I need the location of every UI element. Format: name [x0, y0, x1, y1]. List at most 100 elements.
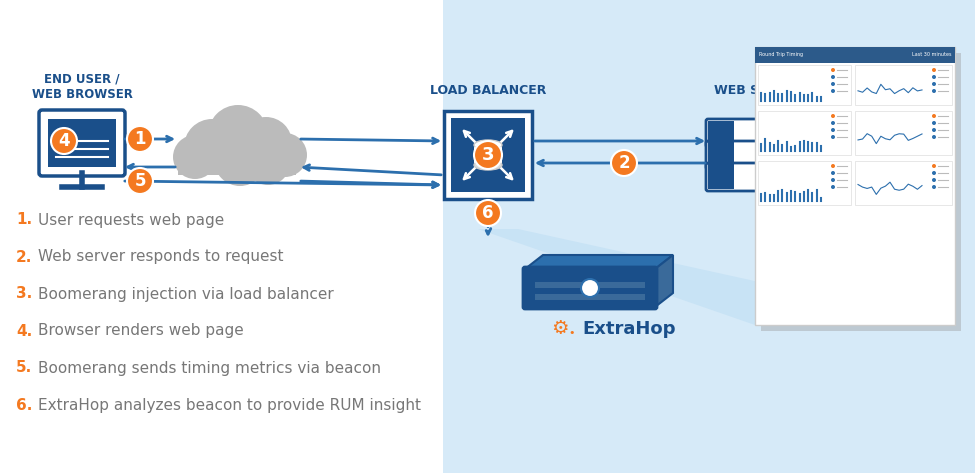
Circle shape	[831, 135, 835, 139]
Text: 6.: 6.	[16, 397, 32, 412]
Text: 5: 5	[135, 172, 145, 190]
Ellipse shape	[474, 160, 502, 170]
FancyBboxPatch shape	[39, 110, 125, 176]
Circle shape	[246, 141, 290, 185]
Circle shape	[831, 75, 835, 79]
FancyBboxPatch shape	[535, 294, 645, 300]
Text: Boomerang injection via load balancer: Boomerang injection via load balancer	[38, 287, 333, 301]
FancyBboxPatch shape	[761, 53, 961, 331]
Circle shape	[776, 173, 784, 181]
FancyBboxPatch shape	[755, 47, 955, 63]
Text: 3: 3	[482, 146, 494, 164]
Circle shape	[831, 89, 835, 93]
Circle shape	[776, 129, 784, 137]
FancyBboxPatch shape	[708, 121, 734, 145]
FancyBboxPatch shape	[708, 143, 734, 167]
Circle shape	[831, 164, 835, 168]
Circle shape	[932, 75, 936, 79]
Text: Web server responds to request: Web server responds to request	[38, 249, 284, 264]
FancyBboxPatch shape	[178, 149, 296, 175]
Circle shape	[932, 185, 936, 189]
Polygon shape	[655, 255, 673, 307]
Circle shape	[184, 119, 240, 175]
FancyBboxPatch shape	[474, 145, 502, 165]
Circle shape	[831, 178, 835, 182]
Circle shape	[932, 135, 936, 139]
Circle shape	[932, 164, 936, 168]
Circle shape	[475, 200, 501, 226]
Text: END USER /
WEB BROWSER: END USER / WEB BROWSER	[31, 72, 133, 101]
Text: ⚙: ⚙	[551, 319, 568, 339]
FancyBboxPatch shape	[443, 0, 975, 473]
Circle shape	[611, 150, 637, 176]
Circle shape	[932, 178, 936, 182]
FancyBboxPatch shape	[535, 282, 645, 288]
Polygon shape	[525, 255, 673, 269]
Circle shape	[786, 129, 794, 137]
Text: Round Trip Timing: Round Trip Timing	[759, 53, 803, 58]
Circle shape	[474, 141, 502, 169]
Text: User requests web page: User requests web page	[38, 212, 224, 228]
FancyBboxPatch shape	[855, 65, 952, 105]
FancyBboxPatch shape	[706, 119, 814, 147]
Circle shape	[263, 133, 307, 177]
Text: LOAD BALANCER: LOAD BALANCER	[430, 84, 546, 97]
Circle shape	[932, 121, 936, 125]
Circle shape	[51, 128, 77, 154]
Text: 4: 4	[58, 132, 70, 150]
Circle shape	[831, 171, 835, 175]
FancyBboxPatch shape	[855, 161, 952, 205]
Circle shape	[173, 135, 217, 179]
Text: ExtraHop: ExtraHop	[582, 320, 676, 338]
Text: 1.: 1.	[16, 212, 32, 228]
Circle shape	[932, 171, 936, 175]
Circle shape	[127, 126, 153, 152]
Text: 6: 6	[483, 204, 493, 222]
Circle shape	[240, 117, 292, 169]
Circle shape	[932, 128, 936, 132]
Text: 2: 2	[618, 154, 630, 172]
Text: •: •	[568, 328, 575, 338]
Ellipse shape	[474, 140, 502, 150]
FancyBboxPatch shape	[758, 161, 851, 205]
Text: Last 30 minutes: Last 30 minutes	[912, 53, 951, 58]
Text: 3.: 3.	[16, 287, 32, 301]
Circle shape	[932, 82, 936, 86]
Circle shape	[831, 114, 835, 118]
Circle shape	[786, 173, 794, 181]
Circle shape	[127, 168, 153, 194]
Text: 4.: 4.	[16, 324, 32, 339]
Circle shape	[932, 68, 936, 72]
FancyBboxPatch shape	[48, 119, 116, 167]
FancyBboxPatch shape	[758, 111, 851, 155]
Polygon shape	[478, 229, 955, 325]
FancyBboxPatch shape	[444, 111, 532, 199]
Text: Browser renders web page: Browser renders web page	[38, 324, 244, 339]
Text: 5.: 5.	[16, 360, 32, 376]
Text: 2.: 2.	[16, 249, 32, 264]
FancyBboxPatch shape	[855, 111, 952, 155]
Circle shape	[831, 68, 835, 72]
Text: ExtraHop analyzes beacon to provide RUM insight: ExtraHop analyzes beacon to provide RUM …	[38, 397, 421, 412]
Circle shape	[932, 89, 936, 93]
Circle shape	[581, 279, 599, 297]
Text: 1: 1	[135, 130, 145, 148]
FancyBboxPatch shape	[706, 163, 814, 191]
Circle shape	[786, 151, 794, 159]
Circle shape	[214, 134, 266, 186]
FancyBboxPatch shape	[755, 47, 955, 325]
FancyBboxPatch shape	[758, 65, 851, 105]
Circle shape	[831, 82, 835, 86]
Circle shape	[932, 114, 936, 118]
Circle shape	[208, 105, 268, 165]
Circle shape	[831, 185, 835, 189]
FancyBboxPatch shape	[451, 118, 525, 192]
FancyBboxPatch shape	[708, 165, 734, 189]
Circle shape	[776, 151, 784, 159]
FancyBboxPatch shape	[706, 141, 814, 169]
FancyBboxPatch shape	[523, 267, 657, 309]
Circle shape	[831, 121, 835, 125]
Text: WEB SERVER: WEB SERVER	[715, 84, 805, 97]
Circle shape	[831, 128, 835, 132]
Text: Boomerang sends timing metrics via beacon: Boomerang sends timing metrics via beaco…	[38, 360, 381, 376]
